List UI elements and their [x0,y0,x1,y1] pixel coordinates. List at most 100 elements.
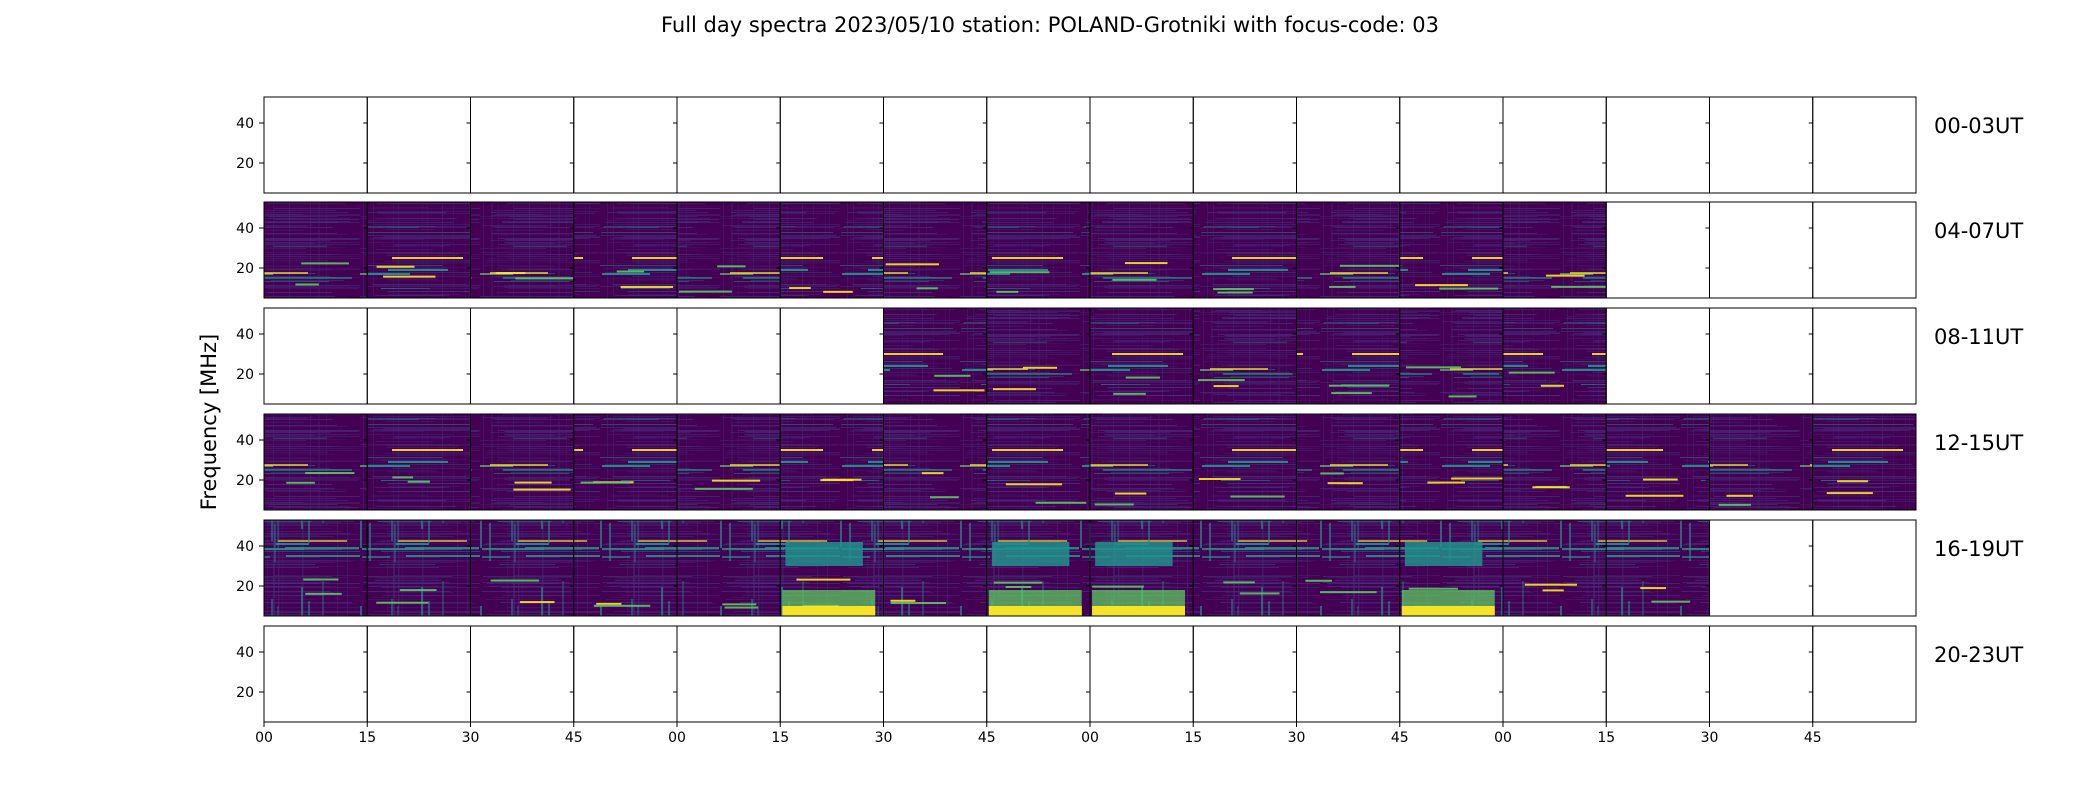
emission-burst [991,542,1070,566]
segment-frame [779,307,884,405]
spectra-segment [883,519,988,617]
spectra-segment [263,307,368,405]
spectrogram-cell [986,202,1090,298]
y-axis-label: Frequency [MHz] [197,334,221,510]
spectra-segment [676,201,781,299]
emission-line [1524,583,1577,586]
emission-line [495,272,526,275]
emission-line [1213,385,1239,388]
segment-frame [470,307,575,405]
spectra-segment [1709,96,1814,194]
emission-line [933,389,985,392]
spectra-segment [986,96,1091,194]
segment-frame [676,96,781,194]
segment-frame [1296,625,1401,723]
spectra-segment [470,625,575,723]
spectrogram-cell [573,520,677,616]
spectra-segment [779,96,884,194]
emission-line [596,602,622,605]
emission-line [996,290,1019,293]
spectrogram-cell [1090,308,1194,404]
segment-frame [883,96,988,194]
emission-line [399,589,437,592]
spectrogram-cell [1606,520,1710,616]
segment-frame [1709,307,1814,405]
segment-frame [1605,625,1710,723]
spectra-segment [779,519,884,617]
spectra-segment [263,625,368,723]
emission-line [992,388,1036,391]
emission-line [1094,503,1134,506]
spectra-segment [1399,96,1504,194]
spectra-segment [676,413,781,511]
spectrogram-cell [677,520,781,616]
emission-line [822,478,862,481]
x-tick-label: 30 [1701,730,1719,746]
y-tick-label: 40 [236,645,254,661]
emission-line [1546,274,1585,277]
spectra-segment [1812,201,1917,299]
emission-line [722,603,757,606]
spectra-segment [470,307,575,405]
spectrogram-cell [986,308,1090,404]
emission-line [1328,384,1390,387]
spectra-segment [1605,96,1710,194]
spectra-segment [1296,519,1401,617]
spectra-segment [1605,201,1710,299]
segment-frame [573,307,678,405]
spectra-segment [1502,413,1607,511]
emission-line [717,265,746,268]
spectra-row: 20 40 04-07UT [236,201,2023,299]
emission-line [1230,495,1285,498]
spectra-segment [1605,519,1710,617]
emission-line [1005,483,1063,486]
emission-line [1826,492,1873,495]
emission-line [1651,600,1691,603]
y-tick-label: 20 [236,685,254,701]
emission-line [694,487,753,490]
emission-line [1217,291,1253,294]
segment-frame [986,96,1091,194]
emission-line [513,488,571,491]
emission-line [305,472,355,475]
spectra-segment [1089,413,1194,511]
spectra-segment [1709,519,1814,617]
emission-line [678,290,732,293]
segment-frame [263,307,368,405]
emission-burst [1095,542,1173,566]
spectrogram-cell [883,414,987,510]
spectrogram-cell [264,202,368,298]
emission-line [515,277,574,280]
segment-frame [1605,96,1710,194]
spectra-segment [1812,519,1917,617]
segment-frame [263,625,368,723]
y-tick-label: 20 [236,156,254,172]
spectra-segment [1812,413,1917,511]
spectrogram-cell [1193,202,1297,298]
emission-line [1427,481,1466,484]
emission-line [724,606,758,609]
spectrogram-cell [1193,520,1297,616]
spectra-segment [1399,625,1504,723]
y-tick-label: 20 [236,367,254,383]
spectra-segment [1296,201,1402,299]
spectra-segment [1709,201,1814,299]
y-tick-label: 40 [236,221,254,237]
x-tick-label: 45 [1804,730,1822,746]
segment-frame [1605,201,1710,299]
segment-frame [779,96,884,194]
spectra-segment [1089,307,1194,405]
spectra-segment [573,201,678,299]
chart-title: Full day spectra 2023/05/10 station: POL… [661,13,1439,37]
spectra-segment [676,625,781,723]
spectra-segment [1089,519,1194,617]
segment-frame [1399,625,1504,723]
emission-line [580,481,631,484]
segment-frame [470,96,575,194]
spectra-segment [573,519,678,617]
spectra-segment [573,307,678,405]
spectra-segment [676,96,781,194]
spectrogram-cell [1296,202,1400,298]
emission-line [376,601,429,604]
row-time-label: 16-19UT [1934,537,2023,561]
